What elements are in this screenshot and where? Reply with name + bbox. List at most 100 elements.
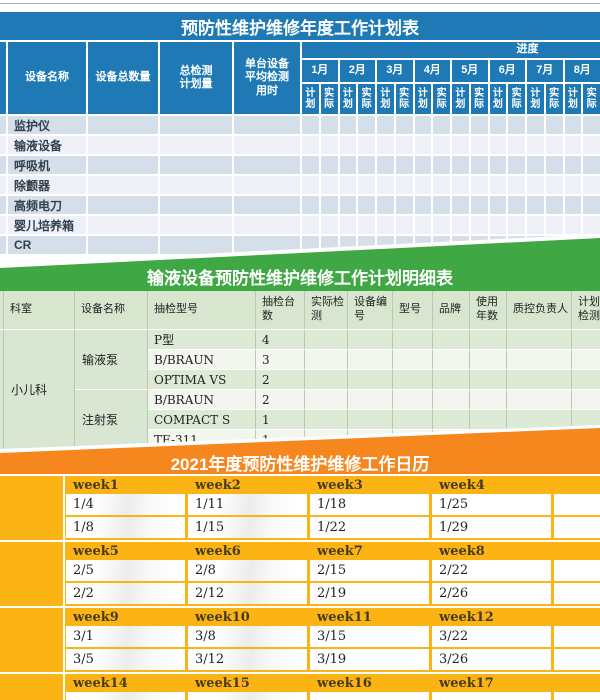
month-4-actual: 实际: [433, 84, 450, 114]
month-value-cell: [508, 176, 525, 194]
month-3-actual: 实际: [395, 84, 413, 114]
month-value-cell: [320, 116, 338, 134]
calendar-group-divider: [0, 540, 600, 542]
week-label: week17: [439, 675, 494, 691]
inspection-plan-cell: [160, 156, 232, 174]
month-value-cell: [583, 196, 600, 214]
month-cells: [302, 136, 600, 154]
month-value-cell: [339, 196, 357, 214]
month-cells: [302, 176, 600, 194]
week-label: week12: [439, 609, 494, 625]
calendar-left-column: [0, 560, 63, 581]
month-value-cell: [545, 136, 563, 154]
date-cell-clipped: [554, 626, 600, 647]
week-header-row: week1 week2 week3 week4: [0, 476, 600, 494]
sample-count-cell: 3: [256, 350, 305, 369]
detail-header-actual: 实际检测: [305, 291, 348, 329]
month-value-cell: [414, 136, 432, 154]
department-cell: 小儿科: [4, 330, 75, 449]
month-header-4: 4月: [414, 60, 450, 82]
month-value-cell: [395, 176, 413, 194]
month-value-cell: [452, 156, 469, 174]
month-value-cell: [433, 136, 450, 154]
date-cell: 1/8: [66, 517, 185, 538]
month-value-cell: [358, 156, 375, 174]
detail-header-brand: 品牌: [433, 291, 470, 329]
empty-cell: [393, 370, 433, 389]
model-cell: COMPACT S: [148, 410, 256, 429]
month-value-cell: [339, 156, 357, 174]
device-type-infusion-pump: 输液泵: [75, 330, 148, 389]
header-inspection-plan: 总检测计划量: [160, 42, 232, 114]
plan-actual-header-row: 计划 实际 计划 实际 计划 实际 计划 实际 计划 实际 计划 实际 计划 实际 计划 实际: [302, 84, 600, 114]
detail-header-serial: 设备编号: [348, 291, 393, 329]
date-cell: 2/22: [432, 560, 551, 581]
month-8-actual: 实际: [583, 84, 600, 114]
month-4-plan: 计划: [414, 84, 432, 114]
month-header-8: 8月: [564, 60, 600, 82]
device-name-cell: 除颤器: [8, 176, 86, 194]
date-cell: 3/12: [188, 649, 307, 670]
week-header-row: week5 week6 week7 week8: [0, 542, 600, 560]
month-1-actual: 实际: [320, 84, 338, 114]
date-cell-clipped: [554, 583, 600, 604]
month-value-cell: [395, 156, 413, 174]
empty-cell: [470, 370, 507, 389]
detail-table-title: 输液设备预防性维护维修工作计划明细表: [147, 269, 453, 288]
month-value-cell: [470, 136, 488, 154]
date-cell: 2/26: [432, 583, 551, 604]
calendar-left-divider: [63, 474, 65, 700]
week-label: week16: [317, 675, 372, 691]
date-cell: 3/15: [310, 626, 429, 647]
month-value-cell: [470, 216, 488, 234]
model-cell: OPTIMA VS: [148, 370, 256, 389]
date-cell: 3/1: [66, 626, 185, 647]
avg-time-cell: [234, 236, 300, 254]
sample-count-cell: 1: [256, 410, 305, 429]
month-6-actual: 实际: [508, 84, 525, 114]
row-clipped-cell: [0, 116, 6, 134]
month-3-plan: 计划: [377, 84, 394, 114]
month-value-cell: [545, 176, 563, 194]
empty-cell: [348, 350, 393, 369]
table-row: 输液设备: [0, 136, 600, 154]
row-clipped-cell: [0, 176, 6, 194]
month-value-cell: [339, 116, 357, 134]
month-value-cell: [564, 116, 582, 134]
month-value-cell: [489, 116, 507, 134]
device-total-cell: [88, 116, 158, 134]
inspection-plan-cell: [160, 236, 232, 254]
detail-table-section: 输液设备预防性维护维修工作计划明细表 科室 设备名称 抽检型号 抽检台数 实际检…: [0, 238, 600, 462]
calendar-group-divider: [0, 474, 600, 476]
month-6-plan: 计划: [489, 84, 507, 114]
month-value-cell: [583, 156, 600, 174]
empty-cell: [507, 370, 572, 389]
month-value-cell: [527, 116, 544, 134]
calendar-date-row: 2/2 2/12 2/19 2/26: [0, 583, 600, 604]
calendar-date-row: 2/5 2/8 2/15 2/22: [0, 560, 600, 581]
month-value-cell: [302, 216, 319, 234]
detail-header-clipped: [0, 291, 4, 329]
detail-header-qc: 质控负责人: [507, 291, 572, 329]
date-cell: 1/11: [188, 494, 307, 515]
month-value-cell: [358, 136, 375, 154]
month-value-cell: [564, 156, 582, 174]
date-cell: 1/15: [188, 517, 307, 538]
date-cell: [188, 692, 307, 700]
month-cells: [302, 156, 600, 174]
date-cell: 3/5: [66, 649, 185, 670]
month-cells: [302, 116, 600, 134]
week-label: week11: [317, 609, 372, 625]
calendar-left-column: [0, 517, 63, 538]
month-value-cell: [452, 216, 469, 234]
empty-cell: [470, 330, 507, 349]
month-value-cell: [508, 136, 525, 154]
week-label: week15: [195, 675, 250, 691]
empty-cell: [305, 370, 348, 389]
month-header-2: 2月: [339, 60, 375, 82]
header-avg-time: 单台设备平均检测用时: [234, 42, 300, 114]
month-value-cell: [302, 176, 319, 194]
month-value-cell: [545, 116, 563, 134]
empty-cell: [507, 410, 572, 429]
date-cell: 3/22: [432, 626, 551, 647]
